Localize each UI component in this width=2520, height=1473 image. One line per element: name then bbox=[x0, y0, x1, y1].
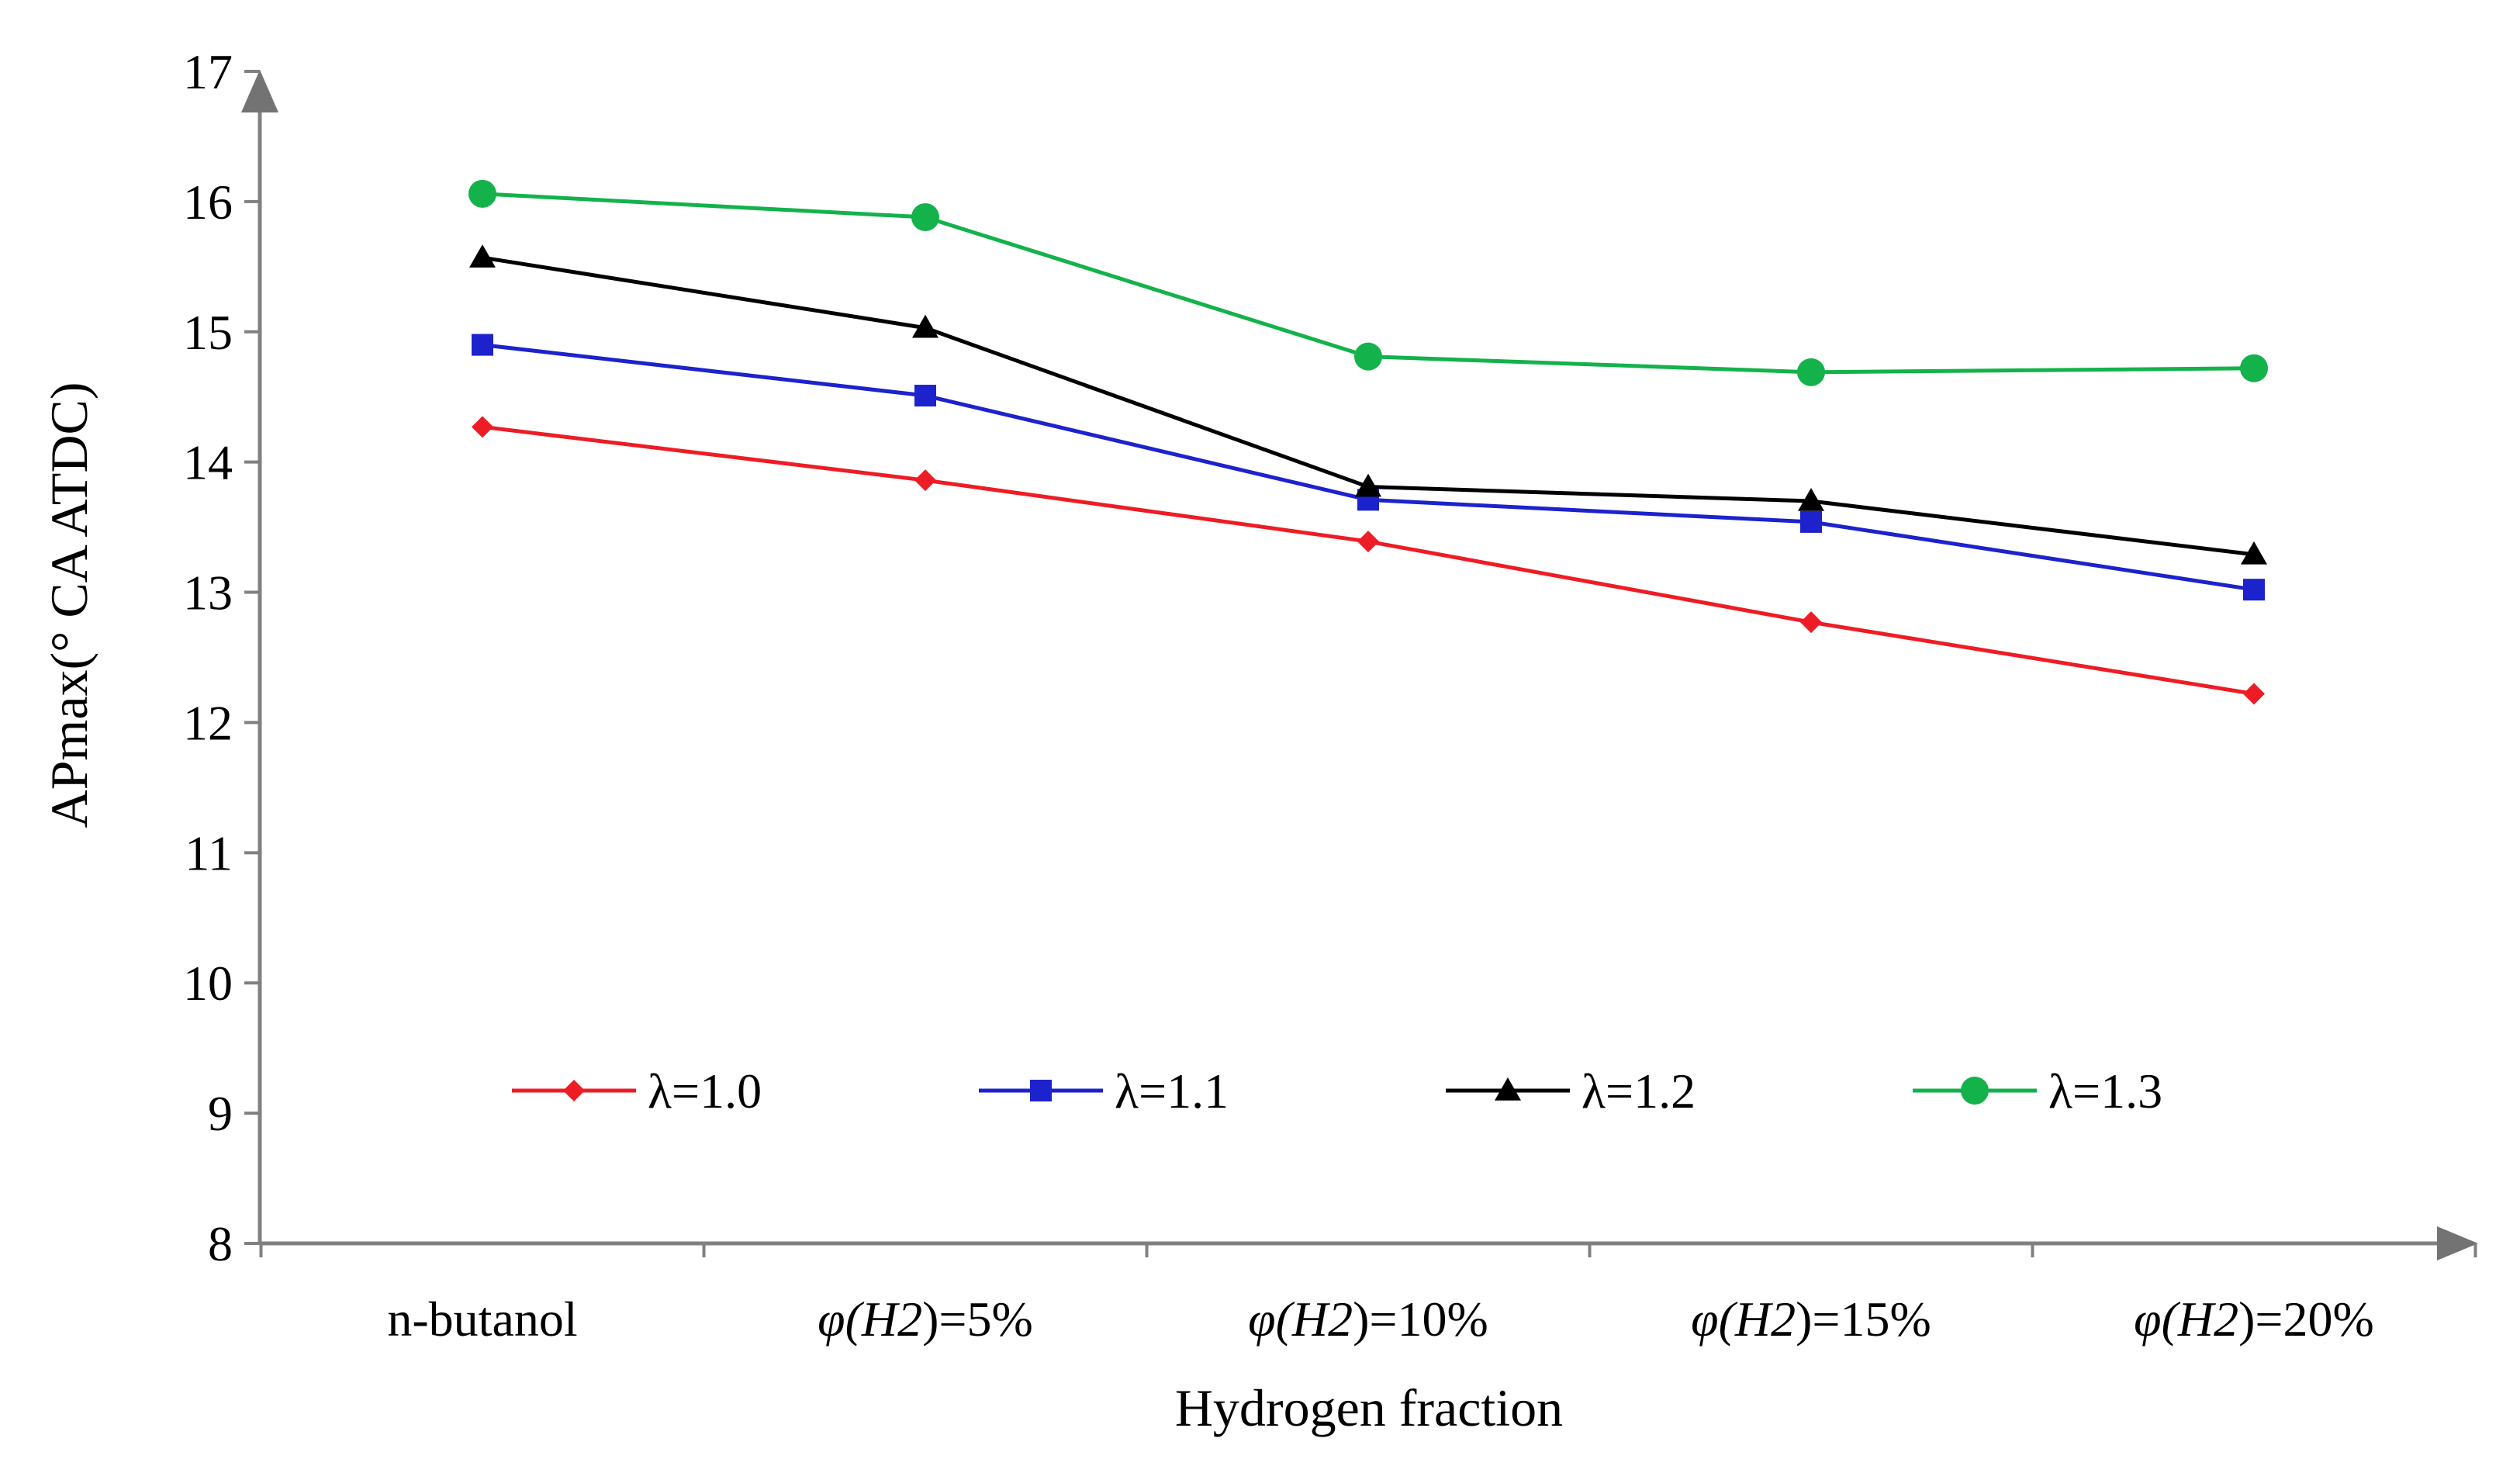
series-layer bbox=[468, 179, 2268, 705]
data-point bbox=[1797, 358, 1825, 386]
x-axis-ticks: n-butanol φ(H2)=5% φ(H2)=10% φ(H2)=15% φ(H2)… bbox=[259, 1243, 2477, 1347]
x-axis-title: Hydrogen fraction bbox=[1175, 1378, 1563, 1437]
y-tick-label: 14 bbox=[183, 435, 233, 490]
x-tick-label: φ(H2)=5% bbox=[818, 1291, 1033, 1347]
y-tick-label: 12 bbox=[183, 695, 233, 750]
legend-label: λ=1.0 bbox=[648, 1063, 762, 1119]
data-point bbox=[1355, 473, 1381, 497]
data-point bbox=[911, 203, 939, 232]
data-point bbox=[2243, 579, 2265, 601]
data-point bbox=[1798, 488, 1824, 511]
data-point bbox=[1357, 531, 1379, 553]
y-tick-label: 13 bbox=[183, 565, 233, 621]
y-tick-label: 11 bbox=[185, 825, 233, 880]
legend-entry: λ=1.3 bbox=[1913, 1063, 2162, 1119]
y-axis-title: APmax(° CA ATDC) bbox=[40, 382, 99, 828]
legend-label: λ=1.3 bbox=[2048, 1063, 2162, 1119]
y-tick-label: 16 bbox=[183, 175, 233, 230]
y-tick-label: 15 bbox=[183, 305, 233, 360]
legend: λ=1.0 λ=1.1 λ=1.2 λ=1.3 bbox=[512, 1063, 2162, 1119]
y-tick-label: 17 bbox=[183, 44, 233, 99]
x-tick-label: n-butanol bbox=[387, 1291, 577, 1347]
legend-label: λ=1.1 bbox=[1115, 1063, 1229, 1119]
data-point bbox=[468, 179, 496, 208]
series bbox=[468, 179, 2268, 386]
data-point bbox=[1800, 611, 1822, 634]
data-point bbox=[2240, 354, 2268, 382]
legend-label: λ=1.2 bbox=[1581, 1063, 1696, 1119]
data-point bbox=[914, 385, 936, 407]
series bbox=[472, 334, 2265, 601]
series-line bbox=[482, 343, 2255, 592]
series-line bbox=[482, 424, 2255, 696]
y-tick-label: 10 bbox=[183, 956, 233, 1011]
x-axis-arrow-icon bbox=[2437, 1226, 2478, 1260]
data-point bbox=[472, 416, 493, 438]
data-point bbox=[563, 1080, 585, 1101]
data-point bbox=[1354, 342, 1382, 371]
series bbox=[472, 416, 2265, 705]
legend-entry: λ=1.0 bbox=[512, 1063, 762, 1119]
x-tick-label: φ(H2)=20% bbox=[2134, 1291, 2374, 1347]
data-point bbox=[472, 334, 493, 356]
data-point bbox=[1495, 1077, 1521, 1101]
y-tick-label: 8 bbox=[208, 1216, 233, 1271]
data-point bbox=[914, 469, 936, 492]
data-point bbox=[912, 314, 939, 338]
legend-entry: λ=1.2 bbox=[1446, 1063, 1696, 1119]
data-point bbox=[2243, 683, 2265, 705]
series bbox=[469, 244, 2267, 565]
data-point bbox=[469, 244, 496, 268]
x-tick-label: φ(H2)=15% bbox=[1691, 1291, 1931, 1347]
y-axis-ticks: 8 9 10 11 12 13 14 15 16 17 bbox=[183, 44, 260, 1271]
axes bbox=[241, 70, 2478, 1260]
legend-entry: λ=1.1 bbox=[979, 1063, 1229, 1119]
data-point bbox=[1800, 510, 1822, 533]
y-axis-arrow-icon bbox=[241, 70, 278, 112]
y-tick-label: 9 bbox=[208, 1086, 233, 1141]
data-point bbox=[1030, 1080, 1052, 1101]
data-point bbox=[2241, 541, 2267, 565]
data-point bbox=[1961, 1077, 1989, 1105]
x-tick-label: φ(H2)=10% bbox=[1248, 1291, 1488, 1347]
